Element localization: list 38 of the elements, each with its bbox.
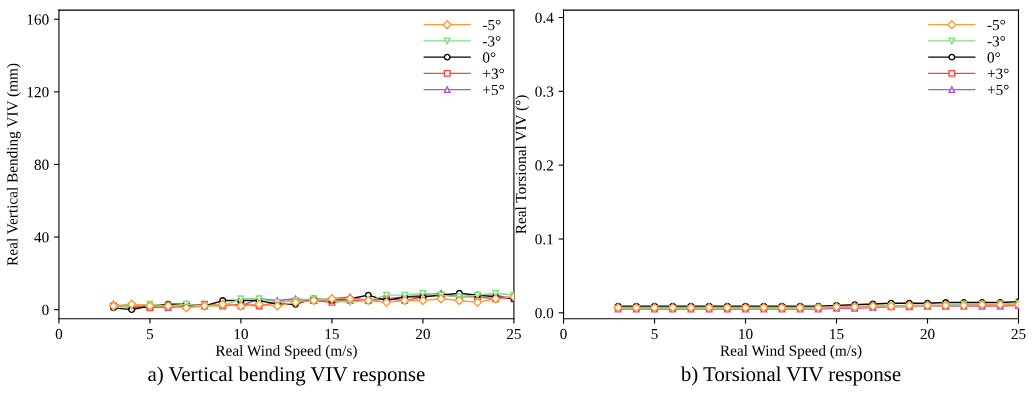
legend-label: +3° (987, 68, 1009, 79)
legend-label: +5° (987, 84, 1009, 96)
y-tick-label: 0.4 (535, 12, 554, 24)
x-tick-label: 20 (920, 328, 935, 340)
y-tick-label: 0 (42, 304, 49, 316)
legend-label: 0° (987, 52, 1000, 63)
x-axis-title: Real Wind Speed (m/s) (215, 345, 357, 359)
x-tick-label: 0 (55, 328, 63, 340)
text: a) Vertical bending VIV response (148, 366, 425, 386)
text: b) Torsional VIV response (680, 366, 901, 386)
y-tick-label: 0.2 (535, 160, 553, 171)
legend-label: -3° (987, 36, 1006, 47)
x-tick-label: 15 (830, 328, 844, 340)
x-tick-label: 5 (651, 329, 658, 340)
legend-label: -3° (482, 36, 501, 47)
legend-label: -5° (987, 19, 1006, 31)
x-tick-label: 25 (1011, 328, 1026, 340)
x-tick-label: 10 (234, 328, 248, 340)
x-tick-label: 15 (325, 328, 339, 340)
x-tick-label: 25 (506, 328, 521, 340)
x-tick-label: 0 (560, 328, 567, 340)
y-axis-title: Real Vertical Bending VIV (mm) (6, 63, 21, 266)
x-tick-label: 20 (415, 328, 430, 340)
x-tick-label: 5 (147, 329, 154, 340)
y-tick-label: 80 (34, 159, 49, 170)
legend-label: +5° (483, 84, 504, 96)
legend-label: 0° (482, 52, 496, 63)
y-axis-title: Real Torsional VIV (°) (515, 95, 530, 234)
y-tick-label: 120 (27, 86, 49, 98)
y-tick-label: 160 (27, 14, 49, 25)
x-axis-title: Real Wind Speed (m/s) (720, 345, 862, 359)
y-tick-label: 40 (34, 232, 49, 243)
y-tick-label: 0.1 (535, 234, 553, 245)
y-tick-label: 0.0 (535, 307, 554, 319)
legend-label: +3° (483, 68, 504, 79)
x-tick-label: 10 (739, 328, 753, 340)
legend-label: -5° (482, 19, 501, 31)
y-tick-label: 0.3 (535, 86, 554, 97)
